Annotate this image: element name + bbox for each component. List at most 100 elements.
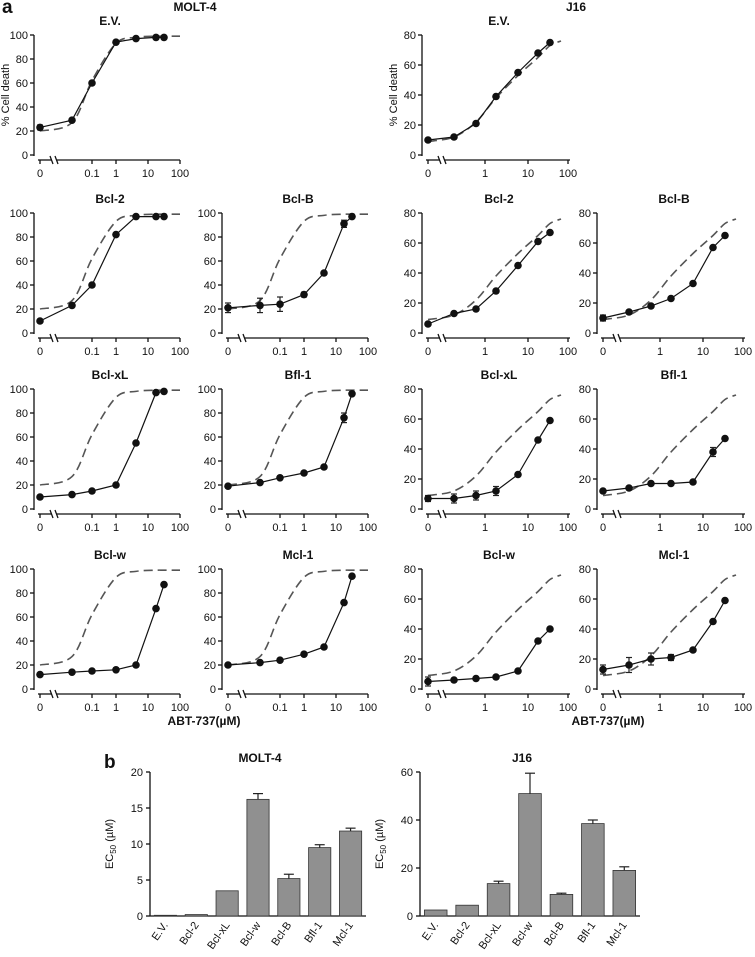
data-point	[492, 487, 500, 495]
y-tick-label: 100	[198, 208, 216, 220]
y-tick-label: 0	[410, 328, 416, 340]
reference-dashed-curve	[39, 569, 180, 666]
y-tick-label: 0	[407, 911, 413, 923]
x-tick-label: 100	[734, 702, 752, 714]
y-tick-label: 40	[404, 268, 416, 280]
data-point	[472, 305, 480, 313]
reference-dashed-curve	[227, 389, 368, 486]
data-point	[160, 387, 168, 396]
axis-break-mark	[49, 155, 54, 165]
data-point	[256, 301, 264, 310]
data-point	[224, 661, 232, 669]
data-point	[472, 491, 480, 500]
data-point	[320, 463, 328, 471]
y-tick-label: 40	[204, 280, 216, 292]
data-point	[256, 658, 264, 667]
bar-e-v	[153, 914, 177, 917]
y-axis-label: EC50 (µM)	[104, 819, 118, 869]
x-tick-label: 10	[142, 702, 154, 714]
y-tick-label: 60	[204, 256, 216, 268]
x-tick-label: 0.1	[84, 346, 99, 358]
y-tick-label: 20	[579, 474, 591, 486]
y-tick-label: 20	[579, 654, 591, 666]
bar-bcl-2	[455, 904, 479, 917]
x-tick-label: 1	[482, 346, 488, 358]
x-tick-label: 0	[600, 702, 606, 714]
y-tick-label: 20	[131, 767, 143, 779]
reference-dashed-curve	[227, 569, 368, 666]
reference-dashed-curve	[39, 213, 180, 310]
y-tick-label: 100	[10, 30, 28, 42]
data-point	[546, 625, 554, 633]
reference-dashed-curve	[427, 40, 562, 143]
data-point	[320, 643, 328, 651]
y-tick-label: 60	[16, 256, 28, 268]
data-line	[427, 232, 551, 325]
panel-label-b: b	[104, 752, 116, 773]
y-tick-label: 40	[579, 624, 591, 636]
data-line	[39, 216, 164, 322]
data-point	[36, 670, 44, 679]
data-point	[36, 123, 44, 132]
y-tick-label: 0	[22, 504, 28, 516]
header-j16: J16	[566, 0, 586, 14]
y-tick-label: 60	[404, 414, 416, 426]
x-tick-label: 1	[301, 522, 307, 534]
y-tick-label: 60	[401, 767, 413, 779]
data-point	[160, 212, 168, 221]
y-tick-label: 0	[410, 684, 416, 696]
data-point	[160, 580, 168, 589]
x-tick-label: 0	[225, 702, 231, 714]
y-tick-label: 60	[404, 594, 416, 606]
y-tick-label: 80	[204, 408, 216, 420]
data-point	[340, 220, 348, 228]
panel-title: Bfl-1	[661, 368, 688, 382]
x-tick-label: 10	[142, 346, 154, 358]
category-label: E.V.	[420, 920, 441, 943]
y-tick-label: 100	[10, 208, 28, 220]
y-tick-label: 80	[404, 208, 416, 220]
y-tick-label: 20	[204, 304, 216, 316]
x-tick-label: 100	[559, 522, 577, 534]
axis-break-mark	[237, 689, 242, 699]
data-point	[276, 656, 284, 664]
y-tick-label: 40	[404, 624, 416, 636]
axis-break-mark	[612, 689, 617, 699]
data-point	[546, 416, 554, 425]
panel-title: Bcl-B	[658, 192, 690, 206]
y-tick-label: 100	[198, 384, 216, 396]
data-point	[689, 478, 697, 486]
y-axis-label: EC50 (µM)	[374, 819, 388, 869]
data-point	[647, 655, 655, 663]
y-tick-label: 20	[404, 298, 416, 310]
x-tick-label: 0	[600, 522, 606, 534]
data-point	[721, 434, 729, 443]
y-tick-label: 10	[131, 839, 143, 851]
y-tick-label: 0	[210, 504, 216, 516]
y-tick-label: 40	[404, 444, 416, 456]
data-point	[534, 49, 542, 57]
bar-mcl-1	[612, 870, 637, 917]
data-point	[152, 33, 160, 42]
data-point	[599, 665, 607, 674]
bar-bfl-1	[581, 823, 605, 917]
bar-mcl-1	[339, 830, 363, 917]
category-label: Bfl-1	[576, 920, 599, 945]
data-point	[492, 287, 500, 295]
y-tick-label: 60	[404, 238, 416, 250]
x-tick-label: 1	[482, 168, 488, 180]
category-label: Mcl-1	[604, 920, 629, 949]
data-point	[68, 116, 76, 124]
data-point	[514, 261, 522, 270]
y-tick-label: 0	[410, 150, 416, 162]
data-point	[424, 677, 432, 686]
panel-title: Bcl-w	[483, 548, 516, 562]
data-point	[647, 479, 655, 488]
x-tick-label: 0	[225, 346, 231, 358]
axis-break-mark	[617, 689, 622, 699]
category-label: E.V.	[150, 920, 171, 943]
data-point	[256, 478, 264, 487]
data-point	[450, 309, 458, 318]
